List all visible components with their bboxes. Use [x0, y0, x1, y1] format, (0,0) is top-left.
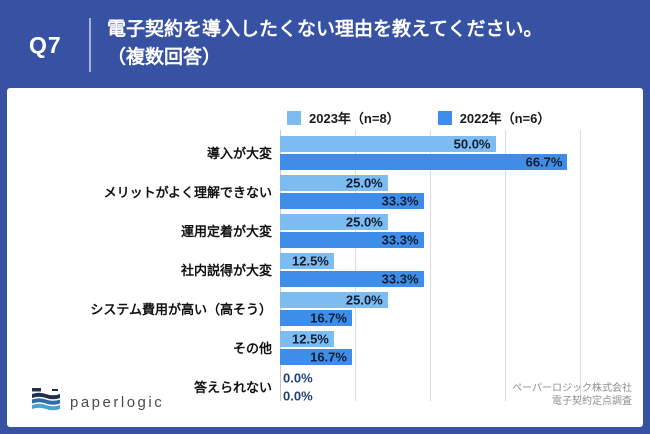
value-label: 0.0%	[283, 370, 313, 385]
category-label: メリットがよく理解できない	[103, 185, 272, 200]
category-label: 答えられない	[193, 380, 272, 395]
gridline	[430, 130, 431, 401]
bar-2023年: 12.5%	[280, 252, 334, 269]
legend-item-2023: 2023年（n=8）	[287, 108, 400, 127]
value-label: 12.5%	[292, 331, 329, 346]
bar-2023年: 25.0%	[280, 174, 388, 191]
paperlogic-logo: paperlogic	[31, 388, 164, 417]
header-divider	[89, 18, 91, 72]
category-label: その他	[232, 341, 272, 356]
paperlogic-logo-icon	[31, 388, 61, 417]
value-label: 16.7%	[310, 310, 347, 325]
bar-2023年: 50.0%	[280, 135, 496, 152]
source-note: ペーパーロジック株式会社 電子契約定点調査	[512, 382, 632, 408]
source-company: ペーパーロジック株式会社	[512, 383, 632, 394]
bar-2022年: 66.7%	[280, 153, 568, 170]
category-label: 社内説得が大変	[180, 263, 272, 278]
chart-row: メリットがよく理解できない 25.0% 33.3%	[7, 172, 641, 211]
value-label: 12.5%	[292, 253, 329, 268]
question-title-line2: （複数回答）	[107, 47, 222, 68]
question-title-line1: 電子契約を導入したくない理由を教えてください。	[107, 19, 543, 40]
bar-2022年: 16.7%	[280, 309, 352, 326]
value-label: 0.0%	[283, 388, 313, 403]
chart-row: その他 12.5% 16.7%	[7, 328, 641, 367]
bar-2023年: 25.0%	[280, 291, 388, 308]
gridline	[580, 130, 581, 401]
question-title: 電子契約を導入したくない理由を教えてください。 （複数回答）	[107, 16, 637, 72]
bar-pair: 50.0% 66.7%	[280, 135, 641, 170]
bar-2023年: 25.0%	[280, 213, 388, 230]
legend-swatch-2022	[437, 110, 452, 125]
category-label: システム費用が高い（高そう）	[90, 302, 272, 317]
chart-card: 2023年（n=8） 2022年（n=6） 導入が大変 50.0% 66.7% メリッ…	[7, 88, 643, 427]
bar-2022年: 33.3%	[280, 192, 424, 209]
value-label: 50.0%	[453, 136, 491, 151]
legend-label-2023: 2023年（n=8）	[309, 111, 400, 126]
chart-row: 社内説得が大変 12.5% 33.3%	[7, 250, 641, 289]
legend-swatch-2023	[287, 110, 301, 125]
legend-item-2022: 2022年（n=6）	[437, 108, 551, 127]
bar-2022年: 16.7%	[280, 348, 352, 365]
legend-label-2022: 2022年（n=6）	[459, 111, 551, 126]
gridline	[355, 130, 356, 401]
value-label: 25.0%	[345, 292, 383, 307]
bar-pair: 0.0% 0.0%	[280, 370, 641, 404]
value-label: 16.7%	[310, 349, 347, 364]
bar-pair: 25.0% 16.7%	[280, 291, 641, 326]
chart-row: システム費用が高い（高そう） 25.0% 16.7%	[7, 289, 641, 328]
bar-pair: 12.5% 16.7%	[280, 330, 641, 365]
value-label: 25.0%	[345, 175, 383, 190]
value-label: 25.0%	[345, 214, 383, 229]
value-label: 33.3%	[381, 193, 419, 208]
value-label: 33.3%	[381, 232, 419, 247]
chart-row: 導入が大変 50.0% 66.7%	[7, 133, 641, 172]
bar-pair: 25.0% 33.3%	[280, 213, 641, 248]
chart-legend: 2023年（n=8） 2022年（n=6）	[287, 108, 550, 127]
gridline	[505, 130, 506, 401]
bar-2022年: 33.3%	[280, 231, 424, 248]
bar-2023年: 12.5%	[280, 330, 334, 347]
question-number: Q7	[29, 32, 62, 58]
bar-rows: 導入が大変 50.0% 66.7% メリットがよく理解できない 25.0% 33.3% 運用…	[7, 133, 641, 406]
header: Q7 電子契約を導入したくない理由を教えてください。 （複数回答）	[0, 0, 650, 88]
source-survey: 電子契約定点調査	[552, 396, 632, 407]
paperlogic-logo-text: paperlogic	[70, 394, 165, 411]
chart-row: 運用定着が大変 25.0% 33.3%	[7, 211, 641, 250]
bar-pair: 12.5% 33.3%	[280, 252, 641, 287]
bar-pair: 25.0% 33.3%	[280, 174, 641, 209]
value-label: 66.7%	[525, 154, 563, 169]
value-label: 33.3%	[381, 271, 419, 286]
category-label: 運用定着が大変	[180, 224, 272, 239]
category-label: 導入が大変	[206, 146, 272, 161]
bar-2022年: 33.3%	[280, 270, 424, 287]
chart-row: 答えられない 0.0% 0.0%	[7, 367, 641, 406]
